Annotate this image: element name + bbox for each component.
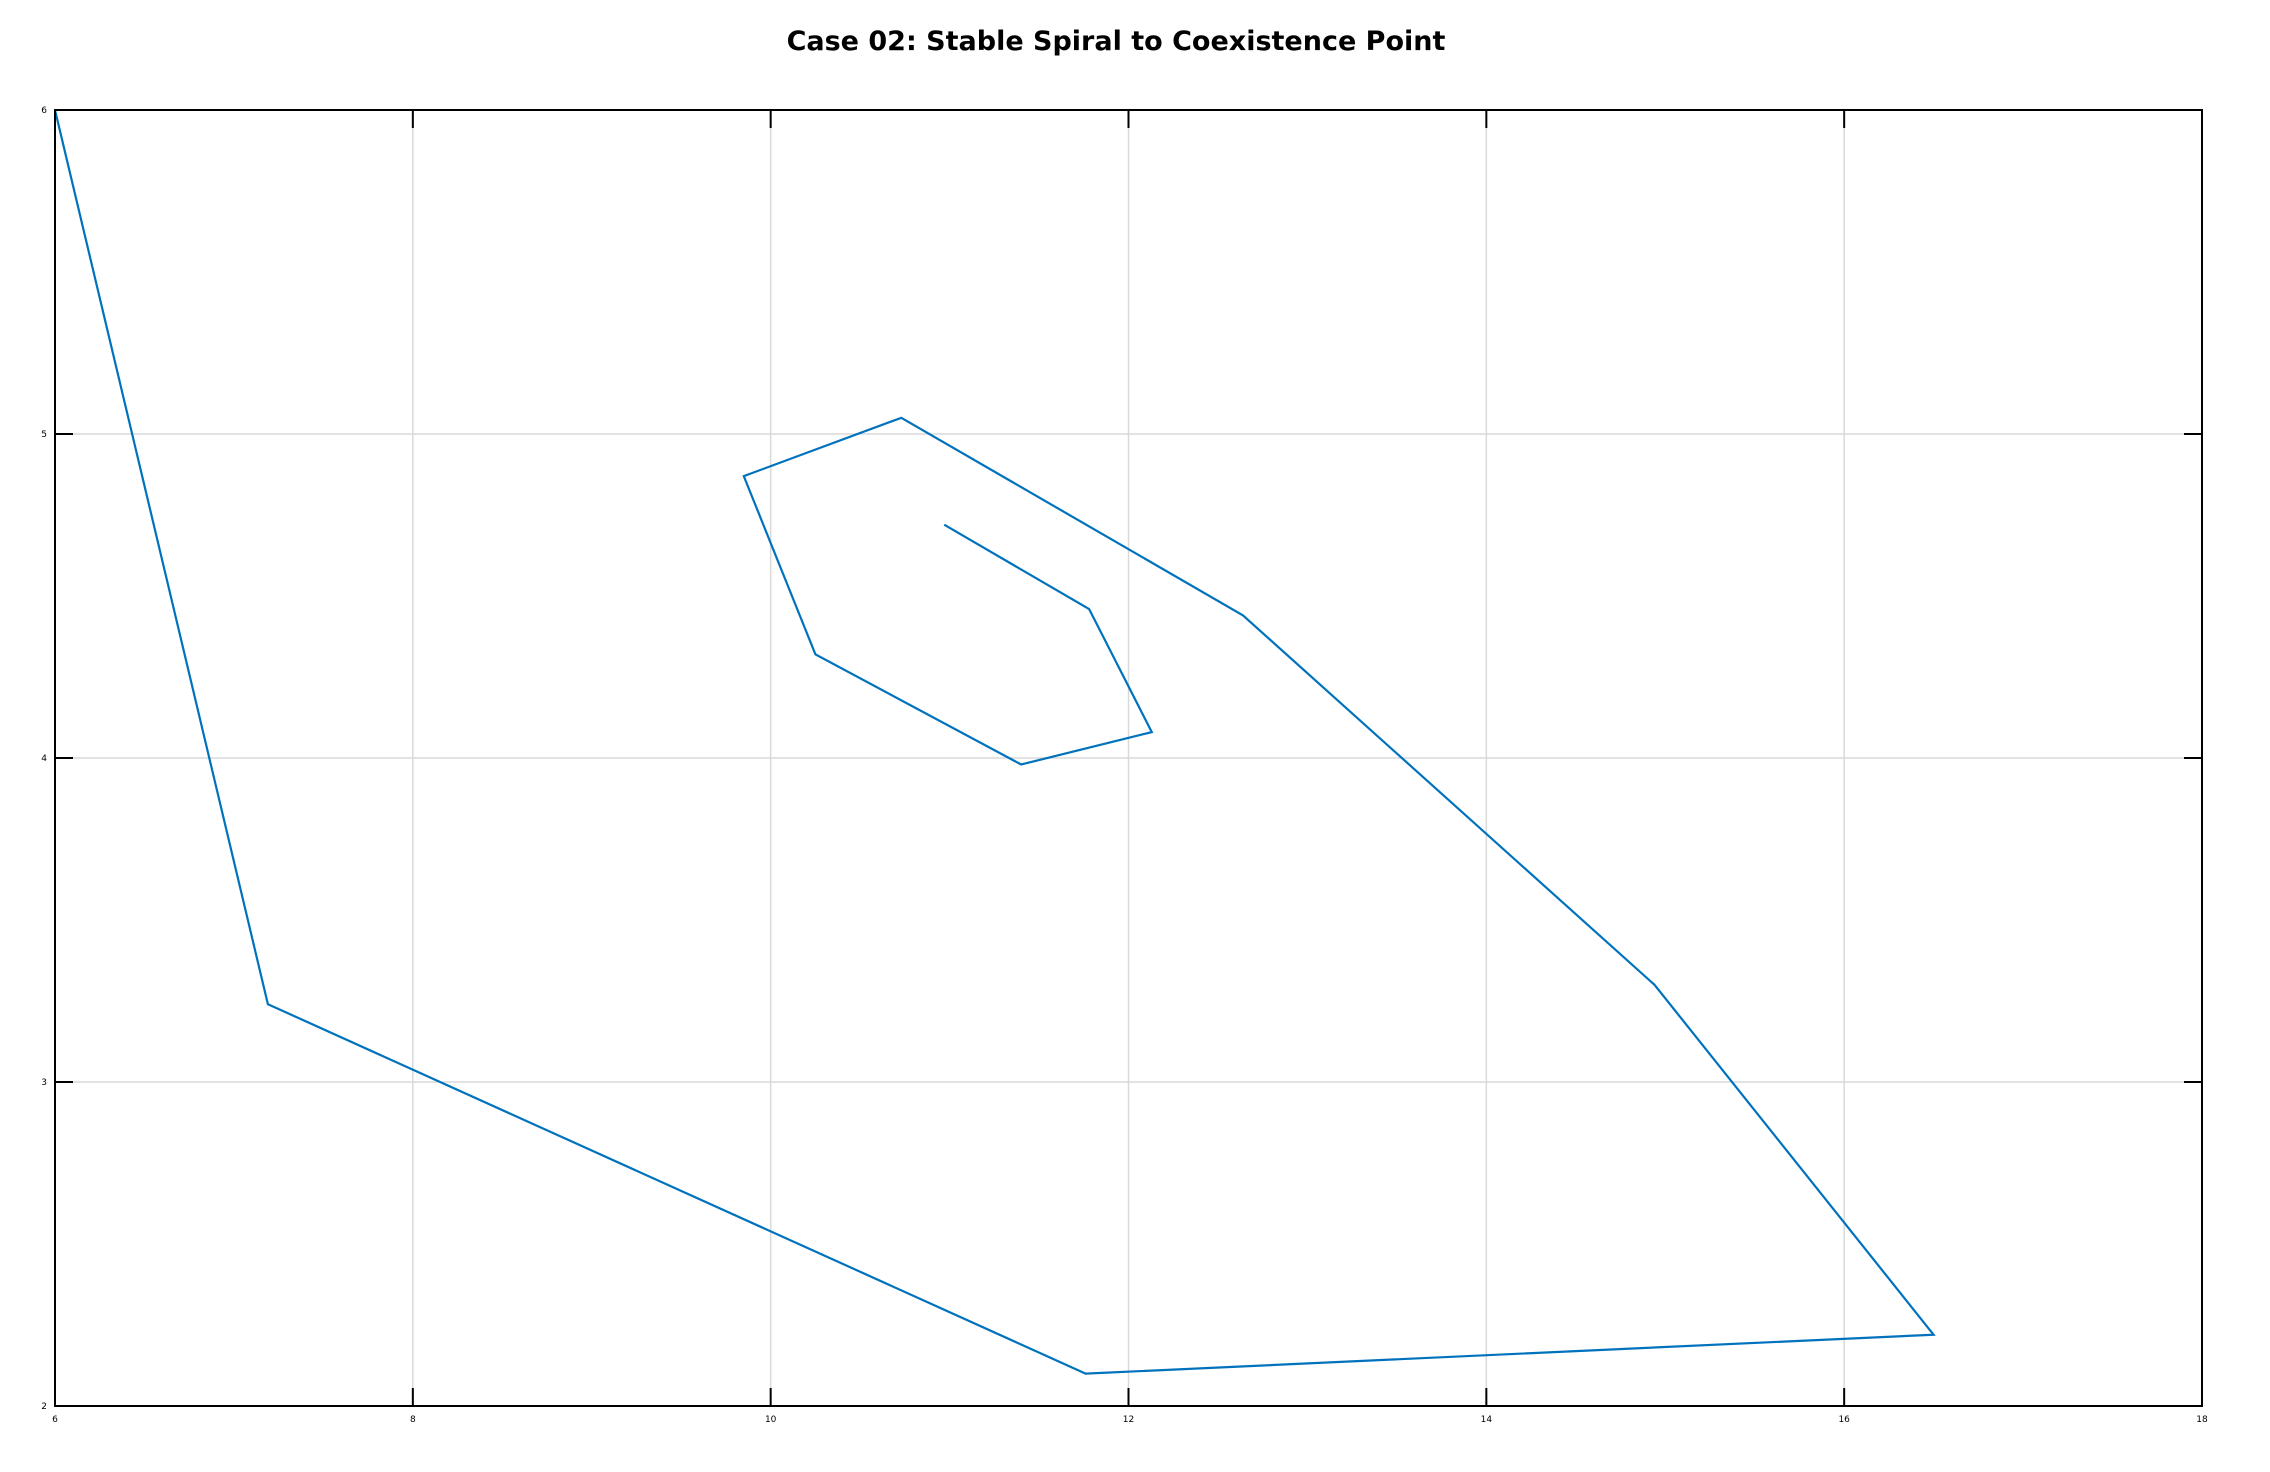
x-tick-label: 10	[765, 1415, 777, 1425]
x-tick-label: 12	[1123, 1415, 1134, 1425]
y-tick-label: 2	[41, 1402, 47, 1412]
x-tick-label: 14	[1481, 1415, 1493, 1425]
x-tick-label: 8	[410, 1415, 416, 1425]
y-tick-label: 4	[41, 754, 47, 764]
series-layer	[53, 109, 1936, 1375]
x-tick-label: 16	[1838, 1415, 1850, 1425]
x-tick-label: 18	[2196, 1415, 2208, 1425]
series-line	[53, 109, 1936, 1375]
y-tick-label: 6	[41, 106, 47, 116]
y-tick-label: 5	[41, 430, 47, 440]
x-tick-label: 6	[52, 1415, 58, 1425]
y-tick-label: 3	[41, 1078, 47, 1088]
tick-layer	[55, 110, 2202, 1406]
chart-title: Case 02: Stable Spiral to Coexistence Po…	[787, 26, 1446, 57]
tick-label-layer: 6 8 10 12 14 16 18 2 3 4 5 6	[41, 106, 2208, 1425]
grid-layer	[55, 110, 2202, 1406]
